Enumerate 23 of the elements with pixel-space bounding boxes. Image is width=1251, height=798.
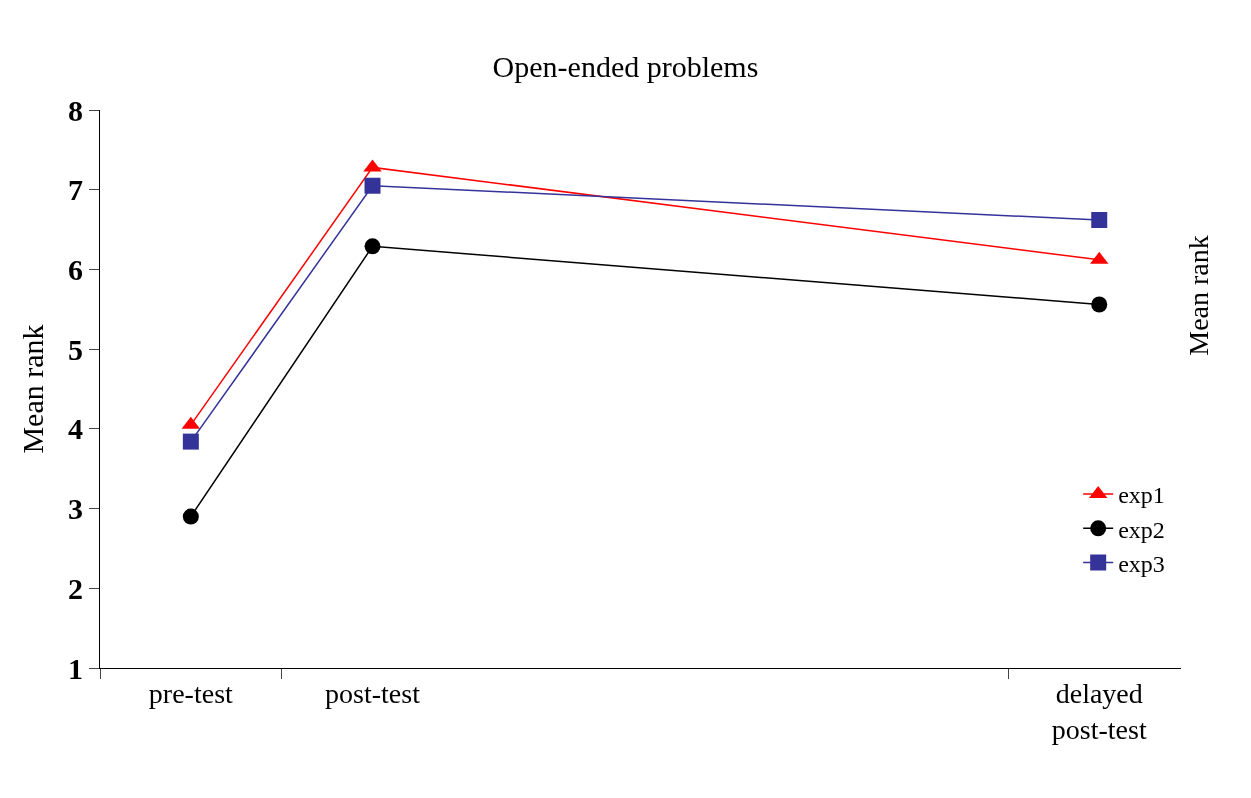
- y-tick-label: 4: [68, 412, 83, 446]
- y-tick-label: 2: [68, 571, 83, 605]
- x-tick-label: delayed post-test: [1051, 677, 1147, 745]
- y-tick-label: 5: [68, 332, 83, 366]
- chart-title: Open-ended problems: [492, 49, 759, 83]
- y-tick-label: 3: [68, 492, 83, 526]
- y-axis-title: Mean rank: [16, 324, 49, 454]
- point: [364, 177, 381, 194]
- text: Mean rank: [1183, 235, 1215, 356]
- point: [182, 433, 199, 450]
- point: [1091, 296, 1108, 313]
- y-tick-label: 7: [68, 173, 83, 207]
- legend-label: exp1: [1118, 482, 1165, 509]
- x-tick-label: pre-test: [148, 677, 234, 709]
- legend-label: exp2: [1118, 516, 1165, 543]
- point: [364, 238, 381, 255]
- legend-label: exp3: [1118, 550, 1165, 577]
- point: [182, 508, 199, 525]
- y-tick-label: 1: [68, 651, 83, 685]
- point: [1091, 212, 1108, 229]
- y-tick-label: 8: [68, 93, 83, 127]
- x-tick-label: post-test: [325, 677, 421, 709]
- y-tick-label: 6: [68, 252, 83, 286]
